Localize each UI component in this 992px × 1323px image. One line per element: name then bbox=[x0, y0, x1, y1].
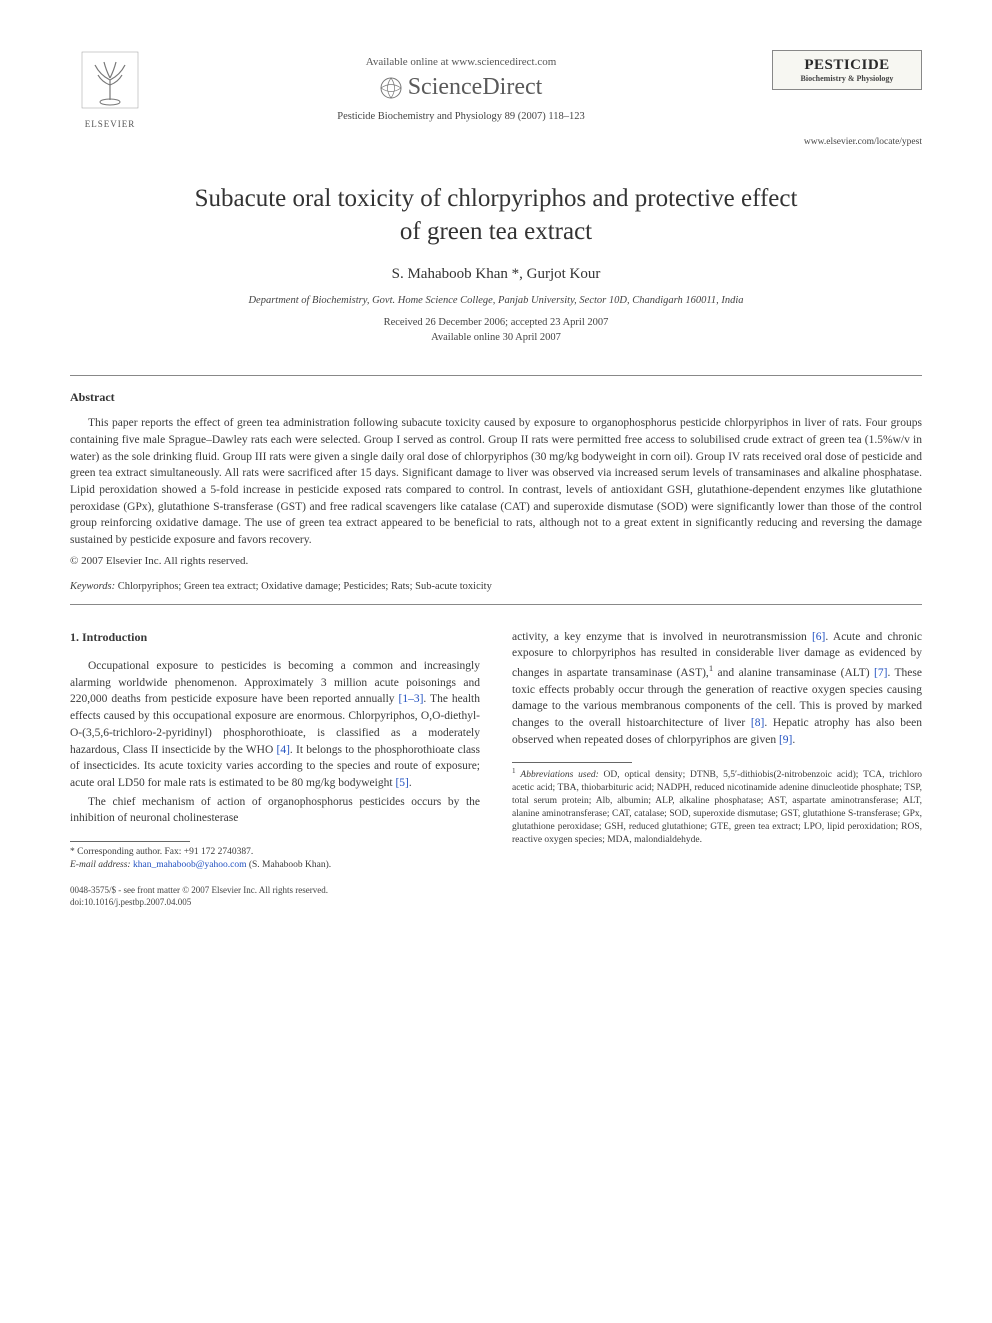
article-dates: Received 26 December 2006; accepted 23 A… bbox=[70, 316, 922, 345]
sciencedirect-logo: ScienceDirect bbox=[380, 74, 543, 101]
affiliation: Department of Biochemistry, Govt. Home S… bbox=[70, 295, 922, 306]
available-date: Available online 30 April 2007 bbox=[431, 332, 561, 343]
elsevier-tree-icon bbox=[80, 50, 140, 110]
received-date: Received 26 December 2006; accepted 23 A… bbox=[384, 317, 609, 328]
footer-doi: doi:10.1016/j.pestbp.2007.04.005 bbox=[70, 897, 922, 909]
abstract-copyright: © 2007 Elsevier Inc. All rights reserved… bbox=[70, 555, 922, 567]
journal-cover-box: PESTICIDE Biochemistry & Physiology bbox=[772, 50, 922, 90]
title-line-1: Subacute oral toxicity of chlorpyriphos … bbox=[195, 185, 798, 212]
keywords-text: Chlorpyriphos; Green tea extract; Oxidat… bbox=[118, 581, 492, 592]
abstract-text: This paper reports the effect of green t… bbox=[70, 415, 922, 548]
footnote-rule bbox=[70, 841, 190, 842]
email-link[interactable]: khan_mahaboob@yahoo.com bbox=[133, 860, 247, 870]
email-suffix: (S. Mahaboob Khan). bbox=[249, 860, 331, 870]
corr-author-line: * Corresponding author. Fax: +91 172 274… bbox=[70, 846, 480, 859]
ref-link-5[interactable]: [5] bbox=[395, 777, 408, 789]
available-online-text: Available online at www.sciencedirect.co… bbox=[150, 56, 772, 68]
journal-cover-block: PESTICIDE Biochemistry & Physiology bbox=[772, 50, 922, 90]
sciencedirect-text: ScienceDirect bbox=[408, 74, 543, 101]
column-left: 1. Introduction Occupational exposure to… bbox=[70, 629, 480, 872]
body-columns: 1. Introduction Occupational exposure to… bbox=[70, 629, 922, 872]
abbrev-sup: 1 bbox=[512, 767, 516, 775]
abbrev-text: OD, optical density; DTNB, 5,5′-dithiobi… bbox=[512, 770, 922, 844]
corresponding-author-footnote: * Corresponding author. Fax: +91 172 274… bbox=[70, 846, 480, 872]
elsevier-label: ELSEVIER bbox=[70, 119, 150, 129]
footer-front-matter: 0048-3575/$ - see front matter © 2007 El… bbox=[70, 885, 922, 897]
email-label: E-mail address: bbox=[70, 860, 131, 870]
footnote-rule bbox=[512, 762, 632, 763]
footer: 0048-3575/$ - see front matter © 2007 El… bbox=[70, 885, 922, 908]
ref-link-9[interactable]: [9] bbox=[779, 734, 792, 746]
column-right: activity, a key enzyme that is involved … bbox=[512, 629, 922, 872]
sciencedirect-ball-icon bbox=[380, 77, 402, 99]
ref-link-4[interactable]: [4] bbox=[276, 744, 289, 756]
ref-link-8[interactable]: [8] bbox=[751, 717, 764, 729]
center-header: Available online at www.sciencedirect.co… bbox=[150, 50, 772, 122]
email-line: E-mail address: khan_mahaboob@yahoo.com … bbox=[70, 859, 480, 872]
journal-reference: Pesticide Biochemistry and Physiology 89… bbox=[150, 111, 772, 122]
ref-link-7[interactable]: [7] bbox=[874, 667, 887, 679]
intro-para-2: The chief mechanism of action of organop… bbox=[70, 794, 480, 827]
divider bbox=[70, 604, 922, 605]
abbreviations-footnote: 1 Abbreviations used: OD, optical densit… bbox=[512, 767, 922, 846]
page-header: ELSEVIER Available online at www.science… bbox=[70, 50, 922, 129]
article-title: Subacute oral toxicity of chlorpyriphos … bbox=[70, 183, 922, 248]
abstract-heading: Abstract bbox=[70, 390, 922, 405]
intro-para-1: Occupational exposure to pesticides is b… bbox=[70, 658, 480, 791]
intro-heading: 1. Introduction bbox=[70, 629, 480, 646]
elsevier-logo-block: ELSEVIER bbox=[70, 50, 150, 129]
keywords: Keywords: Chlorpyriphos; Green tea extra… bbox=[70, 581, 922, 592]
ref-link-1-3[interactable]: [1–3] bbox=[399, 693, 424, 705]
divider bbox=[70, 375, 922, 376]
locate-url: www.elsevier.com/locate/ypest bbox=[70, 137, 922, 147]
journal-cover-subtitle: Biochemistry & Physiology bbox=[777, 74, 917, 83]
intro-para-cont: activity, a key enzyme that is involved … bbox=[512, 629, 922, 749]
title-line-2: of green tea extract bbox=[400, 218, 592, 245]
abbrev-label: Abbreviations used: bbox=[520, 770, 598, 780]
keywords-label: Keywords: bbox=[70, 581, 115, 592]
abstract-body: This paper reports the effect of green t… bbox=[70, 415, 922, 548]
journal-cover-title: PESTICIDE bbox=[777, 57, 917, 74]
authors: S. Mahaboob Khan *, Gurjot Kour bbox=[70, 266, 922, 283]
ref-link-6[interactable]: [6] bbox=[812, 631, 825, 643]
